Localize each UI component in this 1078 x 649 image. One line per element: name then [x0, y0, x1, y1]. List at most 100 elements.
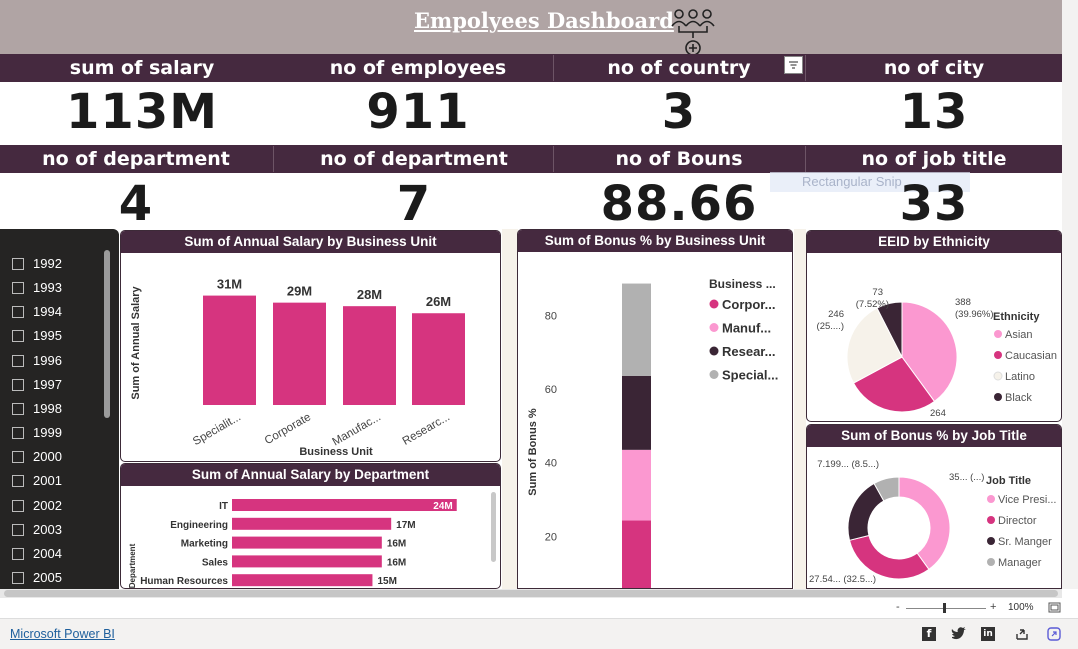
bu-salary-data-label: 28M — [357, 287, 382, 302]
year-label: 1997 — [33, 376, 62, 392]
year-label: 1995 — [33, 328, 62, 344]
filter-icon[interactable] — [784, 56, 803, 74]
year-option[interactable]: 1994 — [12, 303, 62, 321]
kpi-header-band-2 — [0, 145, 1062, 173]
kpi-value-city: 13 — [899, 84, 969, 140]
facebook-icon[interactable]: f — [922, 627, 936, 641]
year-label: 2001 — [33, 473, 62, 489]
slicer-scrollbar[interactable] — [104, 250, 110, 418]
linkedin-icon[interactable]: in — [981, 627, 995, 641]
kpi-value-jobtitle: 33 — [899, 176, 969, 232]
year-option[interactable]: 1992 — [12, 255, 62, 273]
zoom-out-button[interactable]: - — [896, 601, 900, 613]
dept-salary-tick-label: Engineering — [170, 520, 228, 531]
ethnicity-pie-slice — [901, 301, 958, 403]
bu-salary-tick-label: Manufac... — [330, 411, 383, 448]
bu-salary-tick-label: Corporate — [263, 411, 313, 447]
twitter-icon[interactable] — [951, 627, 966, 641]
year-option[interactable]: 1993 — [12, 279, 62, 297]
ethnicity-legend-label: Latino — [1005, 371, 1035, 383]
dashboard-header — [0, 0, 1062, 54]
zoom-in-button[interactable]: + — [990, 601, 997, 613]
year-checkbox[interactable] — [12, 258, 24, 270]
ethnicity-data-label: 246 — [828, 309, 844, 320]
year-option[interactable]: 2004 — [12, 545, 62, 563]
dept-salary-chart: IT 24M Engineering 17M Marketing 16M Sales 16M H… — [128, 492, 496, 588]
jobtitle-data-label: 7.199... (8.5...) — [817, 459, 879, 470]
year-checkbox[interactable] — [12, 499, 24, 512]
bu-bonus-stack-segment — [622, 520, 651, 588]
horizontal-scrollbar[interactable] — [4, 590, 1058, 597]
kpi-value-country: 3 — [661, 84, 697, 140]
jobtitle-data-label: 35... (...) — [949, 472, 984, 483]
year-option[interactable]: 2005 — [12, 569, 62, 587]
right-gutter — [1062, 0, 1078, 589]
year-option[interactable]: 1999 — [12, 424, 62, 442]
bu-bonus-panel: Sum of Bonus % by Business Unit 80 60 40 20… — [517, 229, 793, 589]
year-slicer[interactable]: 1992 1993 1994 1995 1996 1997 1998 1999 2000 2001… — [0, 229, 119, 589]
bu-salary-data-label: 31M — [217, 277, 242, 292]
power-bi-link[interactable]: Microsoft Power BI — [10, 627, 115, 641]
bu-salary-bar — [412, 313, 465, 405]
dept-salary-tick-label: IT — [219, 501, 228, 512]
year-option[interactable]: 2002 — [12, 497, 62, 515]
year-checkbox[interactable] — [12, 354, 24, 367]
year-checkbox[interactable] — [12, 282, 24, 295]
year-option[interactable]: 2003 — [12, 521, 62, 539]
dept-salary-bar — [232, 499, 457, 511]
bu-salary-bar — [343, 306, 396, 405]
year-label: 1996 — [33, 352, 62, 368]
bu-salary-bar — [273, 302, 326, 405]
ethnicity-data-label: 73 — [872, 287, 883, 298]
year-checkbox[interactable] — [12, 378, 24, 391]
share-icon[interactable] — [1015, 627, 1029, 641]
bu-bonus-y-tick: 20 — [545, 531, 557, 543]
year-checkbox[interactable] — [12, 451, 24, 464]
year-option[interactable]: 1996 — [12, 352, 62, 370]
year-checkbox[interactable] — [12, 547, 24, 560]
bu-salary-tick-label: Researc... — [401, 411, 452, 448]
zoom-slider-track[interactable] — [906, 608, 986, 609]
dept-salary-bar — [232, 536, 382, 549]
dept-salary-data-label: 24M — [433, 501, 452, 512]
year-option[interactable]: 1998 — [12, 400, 62, 418]
ethnicity-legend-title: Ethnicity — [993, 311, 1040, 323]
ethnicity-data-label: (25....) — [817, 321, 844, 332]
ethnicity-legend-marker — [994, 393, 1002, 401]
year-label: 2005 — [33, 569, 62, 585]
ethnicity-legend-marker — [994, 330, 1002, 338]
dept-salary-bar — [232, 555, 382, 568]
year-checkbox[interactable] — [12, 330, 24, 343]
bu-salary-bar — [203, 295, 256, 405]
dept-salary-data-label: 17M — [396, 520, 415, 531]
kpi-value-department-2: 7 — [396, 176, 432, 232]
bu-bonus-legend-marker — [709, 323, 719, 332]
year-option[interactable]: 1997 — [12, 376, 62, 394]
bu-bonus-y-tick: 80 — [545, 310, 557, 322]
zoom-slider-thumb[interactable] — [943, 603, 946, 613]
bu-bonus-legend-label: Resear... — [722, 344, 776, 359]
year-label: 1994 — [33, 304, 62, 320]
ethnicity-title: EEID by Ethnicity — [807, 231, 1061, 253]
year-checkbox[interactable] — [12, 427, 24, 440]
bu-bonus-stack-segment — [622, 449, 651, 521]
year-checkbox[interactable] — [12, 523, 24, 536]
dashboard-title: Empolyees Dashboard — [414, 8, 674, 33]
fit-to-page-icon[interactable] — [1048, 602, 1061, 613]
year-option[interactable]: 2000 — [12, 448, 62, 466]
expand-icon[interactable] — [1047, 627, 1061, 641]
kpi-label-salary: sum of salary — [69, 57, 215, 79]
year-checkbox[interactable] — [12, 475, 24, 488]
year-option[interactable]: 2001 — [12, 472, 62, 490]
dept-salary-tick-label: Marketing — [181, 539, 228, 550]
year-label: 2000 — [33, 449, 62, 465]
year-label: 2002 — [33, 497, 62, 513]
year-checkbox[interactable] — [12, 306, 24, 319]
year-checkbox[interactable] — [12, 402, 24, 415]
dept-salary-y-axis-title: Department — [128, 543, 137, 588]
bu-bonus-stack-segment — [622, 375, 651, 450]
year-checkbox[interactable] — [12, 571, 24, 584]
bu-bonus-y-axis-title: Sum of Bonus % — [527, 408, 539, 496]
jobtitle-legend-title: Job Title — [986, 475, 1031, 487]
year-option[interactable]: 1995 — [12, 327, 62, 345]
